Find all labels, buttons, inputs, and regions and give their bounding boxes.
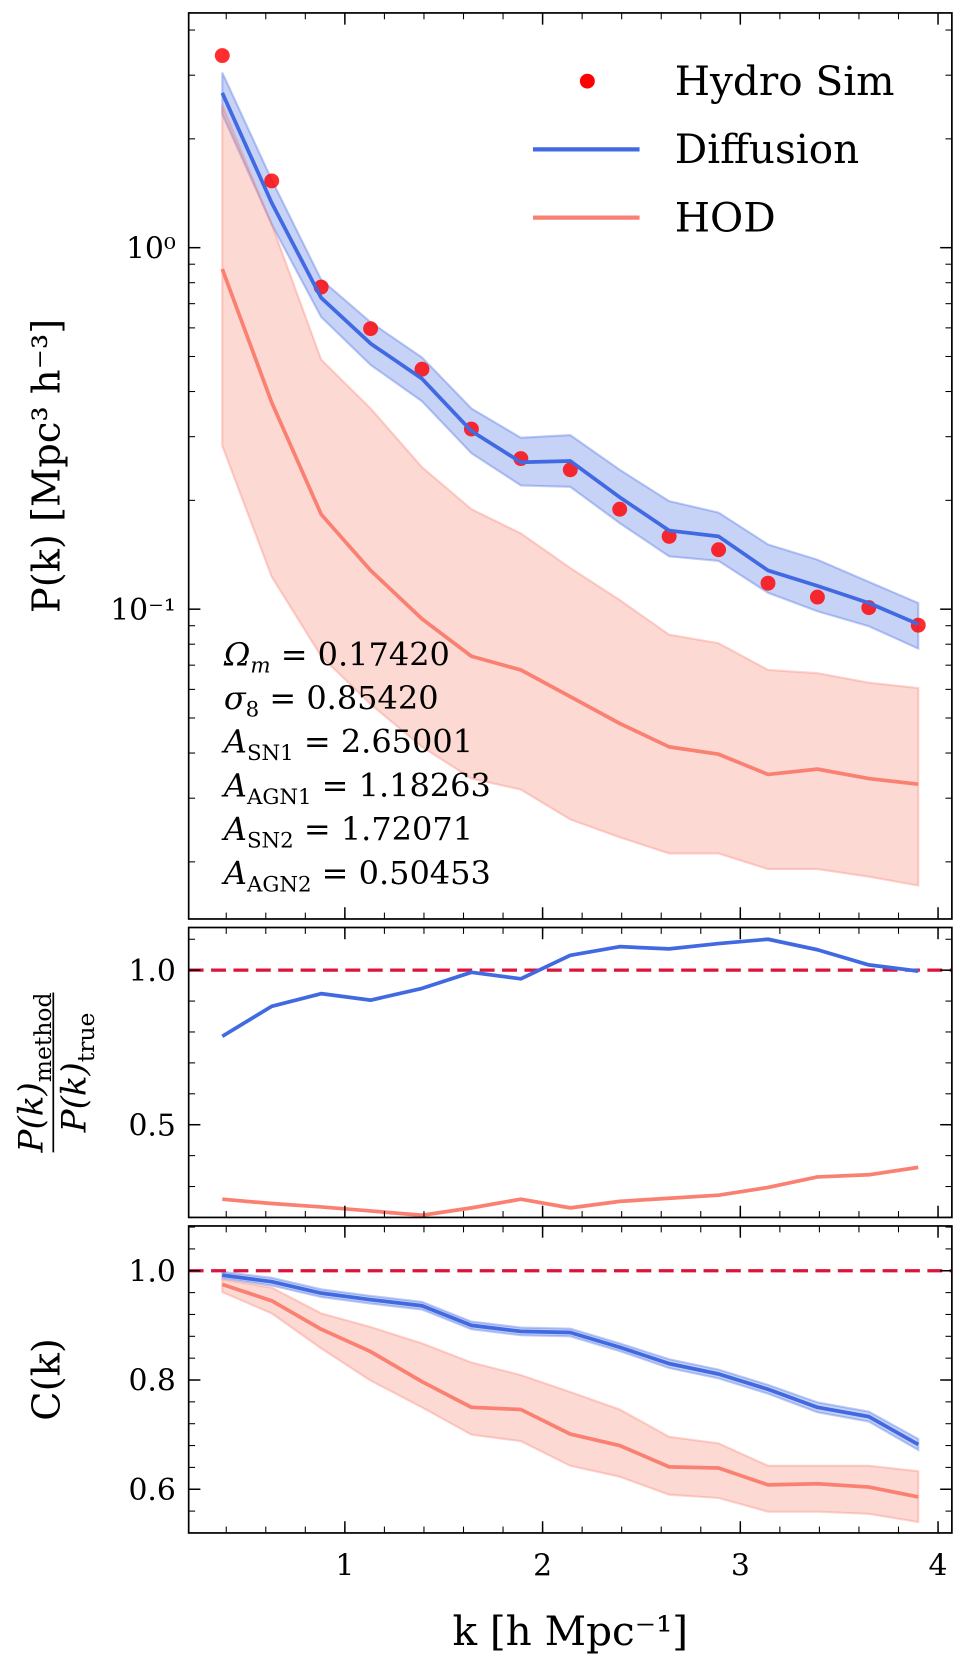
y-label-text: P(k) (12, 1082, 52, 1153)
data-point (760, 575, 776, 591)
data-line (220, 268, 919, 787)
data-line (222, 1273, 920, 1447)
y-axis-label: C(k) (25, 1338, 70, 1421)
data-point (414, 361, 430, 377)
annotation-symbol: A (221, 723, 247, 761)
data-line (222, 1165, 919, 1218)
annotation: ASN1 = 2.65001 (221, 723, 473, 766)
y-label-text: P(k) (54, 1062, 94, 1133)
y-label-sub: true (72, 1013, 100, 1063)
annotation: AAGN2 = 0.50453 (221, 854, 491, 897)
annotation-sub: SN1 (247, 741, 294, 766)
y-tick-label: 10⁻¹ (110, 593, 176, 628)
data-point (809, 589, 825, 605)
data-point (711, 542, 727, 558)
error-band (221, 1270, 920, 1452)
error-band (221, 1278, 920, 1524)
y-label-denominator: P(k)true (54, 1013, 100, 1134)
y-tick-label: 1.0 (128, 954, 175, 989)
annotation-text: = 1.18263 (312, 766, 491, 804)
x-tick-label: 3 (731, 1549, 750, 1584)
y-label-numerator: P(k)method (12, 993, 58, 1154)
y-tick-label: 10⁰ (126, 231, 176, 266)
annotation-text: = 1.72071 (294, 810, 473, 848)
y-axis-label: P(k) [Mpc³ h⁻³] (25, 319, 70, 613)
annotation: Ωm = 0.17420 (223, 635, 450, 678)
data-point (562, 462, 578, 478)
legend-label: HOD (675, 193, 776, 241)
data-line (221, 1282, 919, 1499)
annotation-symbol: Ω (223, 635, 251, 673)
legend-label: Hydro Sim (675, 57, 895, 105)
error-band (221, 72, 920, 651)
annotation: σ8 = 0.85420 (224, 679, 439, 722)
legend-marker (579, 73, 595, 89)
plot-frame (187, 12, 953, 920)
data-point (264, 173, 280, 189)
plot-frame (187, 926, 953, 1219)
annotation-symbol: A (221, 854, 247, 892)
plot-area (188, 1269, 952, 1524)
annotation-symbol: A (221, 810, 247, 848)
data-point (214, 48, 230, 64)
x-tick-label: 2 (533, 1549, 552, 1584)
data-line (221, 937, 919, 1038)
data-point (363, 321, 379, 337)
annotation-sub: AGN2 (246, 872, 312, 897)
y-tick-label: 0.8 (128, 1364, 175, 1399)
data-line (220, 92, 919, 626)
x-axis-label: k [h Mpc⁻¹] (452, 1607, 688, 1655)
annotation: AAGN1 = 1.18263 (221, 766, 491, 809)
annotation-text: = 0.85420 (259, 679, 438, 717)
annotation-sub: m (250, 654, 270, 679)
annotation-text: = 0.50453 (312, 854, 491, 892)
error-band (221, 104, 920, 887)
annotation-symbol: A (221, 766, 247, 804)
annotation-sub: AGN1 (246, 785, 312, 810)
y-tick-label: 1.0 (128, 1254, 175, 1289)
x-tick-label: 1 (335, 1549, 354, 1584)
x-tick-label: 4 (929, 1549, 948, 1584)
annotation-symbol: σ (224, 679, 247, 717)
annotation-text: = 2.65001 (294, 723, 473, 761)
annotation-sub: 8 (246, 697, 260, 722)
annotation-sub: SN2 (247, 829, 294, 854)
y-tick-label: 0.6 (128, 1473, 175, 1508)
legend-label: Diffusion (675, 125, 860, 173)
y-tick-label: 0.5 (128, 1108, 175, 1143)
data-point (612, 501, 628, 517)
plot-area (214, 48, 926, 887)
annotation-text: = 0.17420 (271, 635, 450, 673)
annotation: ASN2 = 1.72071 (221, 810, 473, 853)
plot-area (188, 937, 952, 1218)
